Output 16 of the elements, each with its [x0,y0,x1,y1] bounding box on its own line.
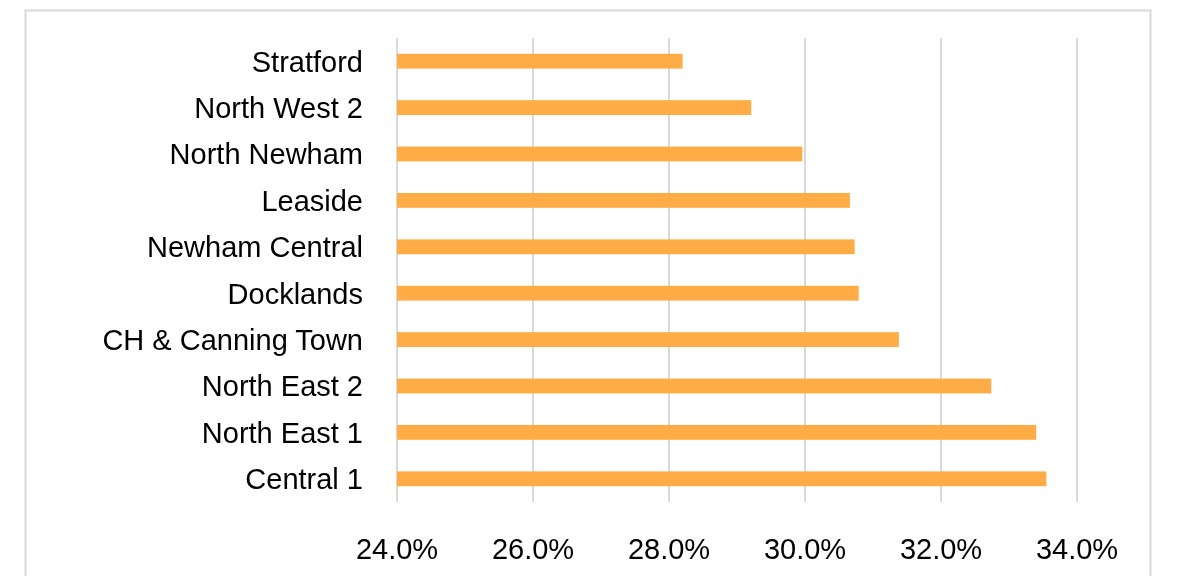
x-tick-label: 34.0% [1035,533,1119,565]
y-tick-label: Newham Central [147,231,363,264]
y-tick-label: Docklands [227,277,363,310]
x-tick-label: 32.0% [899,533,983,565]
x-tick-label: 28.0% [627,533,711,565]
x-tick-label: 30.0% [763,533,847,565]
x-tick-label: 24.0% [355,533,439,565]
x-tick-label: 26.0% [491,533,575,565]
y-tick-label: North West 2 [194,92,363,125]
y-tick-label: CH & Canning Town [102,324,363,357]
y-tick-label: Leaside [261,184,363,217]
y-tick-label: Stratford [251,45,363,78]
y-tick-label: North East 2 [201,370,363,403]
y-tick-label: North East 1 [201,416,363,449]
y-tick-label: North Newham [169,138,363,171]
y-tick-label: Central 1 [245,463,363,496]
